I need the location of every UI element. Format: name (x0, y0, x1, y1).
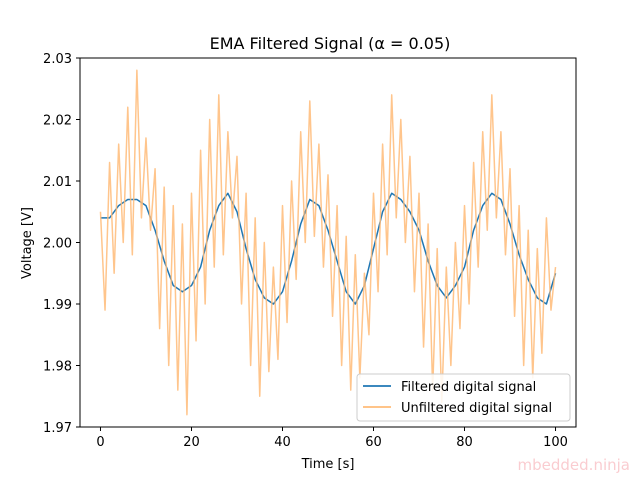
y-tick-label: 2.00 (43, 237, 72, 252)
legend-label-filtered: Filtered digital signal (401, 380, 536, 395)
y-tick-label: 1.99 (43, 298, 72, 313)
x-tick-label: 80 (456, 435, 473, 450)
plot-frame (79, 57, 577, 428)
y-tick-label: 1.98 (43, 360, 72, 375)
series-layer (99, 69, 557, 416)
y-axis-label: Voltage [V] (20, 207, 35, 279)
chart-title: EMA Filtered Signal (α = 0.05) (210, 34, 451, 53)
y-axis: 1.97 1.98 1.99 2.00 2.01 2.02 2.03 (43, 52, 80, 436)
legend: Filtered digital signal Unfiltered digita… (356, 373, 571, 422)
x-axis: 0 20 40 60 80 100 (96, 427, 568, 450)
y-tick-label: 1.97 (43, 421, 72, 436)
x-tick-label: 100 (543, 435, 568, 450)
legend-box (356, 373, 571, 422)
legend-label-unfiltered: Unfiltered digital signal (401, 401, 552, 416)
plot-area (79, 57, 577, 428)
x-axis-label: Time [s] (301, 457, 355, 472)
x-tick-label: 20 (183, 435, 200, 450)
x-tick-label: 0 (96, 435, 104, 450)
y-tick-label: 2.01 (43, 175, 72, 190)
y-tick-label: 2.02 (43, 114, 72, 129)
y-tick-label: 2.03 (43, 52, 72, 67)
x-tick-label: 60 (365, 435, 382, 450)
watermark: mbedded.ninja (517, 456, 630, 474)
series-line-unfiltered (99, 69, 557, 416)
x-tick-label: 40 (274, 435, 291, 450)
